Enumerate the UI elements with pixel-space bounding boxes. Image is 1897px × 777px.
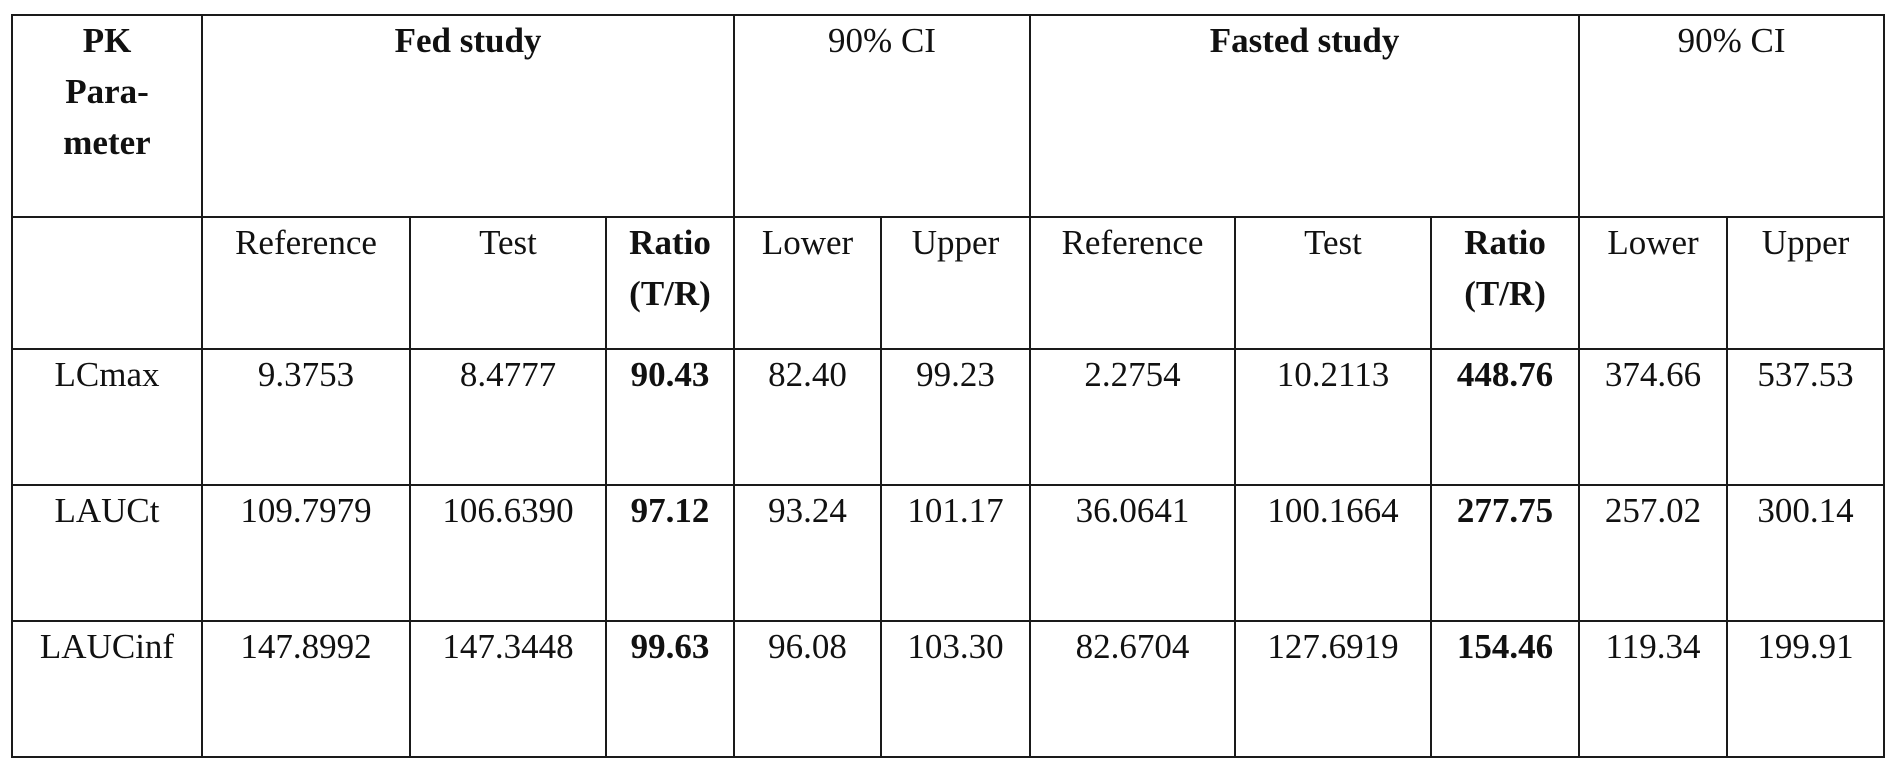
fed-reference-value: 9.3753 bbox=[202, 349, 410, 485]
pk-header-line-2: Para- bbox=[17, 67, 197, 118]
fasted-reference-value: 2.2754 bbox=[1030, 349, 1235, 485]
fasted-study-header: Fasted study bbox=[1030, 15, 1579, 217]
fasted-upper-header: Upper bbox=[1727, 217, 1884, 349]
fasted-ci-lower-value: 257.02 bbox=[1579, 485, 1727, 621]
fasted-ratio-value: 448.76 bbox=[1431, 349, 1579, 485]
fasted-ci-lower-value: 374.66 bbox=[1579, 349, 1727, 485]
row-parameter-name: LAUCinf bbox=[12, 621, 202, 757]
fed-ratio-header: Ratio (T/R) bbox=[606, 217, 734, 349]
fasted-ci-upper-value: 300.14 bbox=[1727, 485, 1884, 621]
fasted-ratio-header-line-1: Ratio bbox=[1436, 218, 1574, 269]
fasted-reference-header: Reference bbox=[1030, 217, 1235, 349]
fed-ci-lower-value: 93.24 bbox=[734, 485, 881, 621]
fed-lower-header: Lower bbox=[734, 217, 881, 349]
fed-reference-value: 147.8992 bbox=[202, 621, 410, 757]
fed-ratio-value: 97.12 bbox=[606, 485, 734, 621]
fed-ci-upper-value: 101.17 bbox=[881, 485, 1030, 621]
fasted-ratio-header-line-2: (T/R) bbox=[1436, 269, 1574, 320]
fasted-reference-value: 36.0641 bbox=[1030, 485, 1235, 621]
fasted-lower-header: Lower bbox=[1579, 217, 1727, 349]
fasted-test-header: Test bbox=[1235, 217, 1431, 349]
fed-study-header: Fed study bbox=[202, 15, 734, 217]
fasted-ci-header: 90% CI bbox=[1579, 15, 1884, 217]
sub-header-row: Reference Test Ratio (T/R) Lower Upper R… bbox=[12, 217, 1884, 349]
fed-ratio-header-line-2: (T/R) bbox=[611, 269, 729, 320]
row-parameter-name: LAUCt bbox=[12, 485, 202, 621]
fed-reference-value: 109.7979 bbox=[202, 485, 410, 621]
fed-ci-upper-value: 99.23 bbox=[881, 349, 1030, 485]
row-parameter-name: LCmax bbox=[12, 349, 202, 485]
fed-test-value: 8.4777 bbox=[410, 349, 606, 485]
fasted-test-value: 10.2113 bbox=[1235, 349, 1431, 485]
fasted-reference-value: 82.6704 bbox=[1030, 621, 1235, 757]
fed-ci-upper-value: 103.30 bbox=[881, 621, 1030, 757]
fed-ratio-value: 99.63 bbox=[606, 621, 734, 757]
fed-test-value: 106.6390 bbox=[410, 485, 606, 621]
fasted-ratio-value: 277.75 bbox=[1431, 485, 1579, 621]
fed-ci-header: 90% CI bbox=[734, 15, 1030, 217]
pk-parameter-header: PK Para- meter bbox=[12, 15, 202, 217]
fasted-test-value: 100.1664 bbox=[1235, 485, 1431, 621]
fasted-ci-upper-value: 537.53 bbox=[1727, 349, 1884, 485]
pk-header-line-3: meter bbox=[17, 118, 197, 169]
fed-reference-header: Reference bbox=[202, 217, 410, 349]
fasted-test-value: 127.6919 bbox=[1235, 621, 1431, 757]
fasted-ci-lower-value: 119.34 bbox=[1579, 621, 1727, 757]
table-row: LCmax 9.3753 8.4777 90.43 82.40 99.23 2.… bbox=[12, 349, 1884, 485]
fed-test-header: Test bbox=[410, 217, 606, 349]
fed-upper-header: Upper bbox=[881, 217, 1030, 349]
fasted-ci-upper-value: 199.91 bbox=[1727, 621, 1884, 757]
group-header-row: PK Para- meter Fed study 90% CI Fasted s… bbox=[12, 15, 1884, 217]
pk-header-line-1: PK bbox=[17, 16, 197, 67]
fed-ratio-value: 90.43 bbox=[606, 349, 734, 485]
fasted-ratio-value: 154.46 bbox=[1431, 621, 1579, 757]
pk-results-table: PK Para- meter Fed study 90% CI Fasted s… bbox=[11, 14, 1885, 758]
fed-ci-lower-value: 96.08 bbox=[734, 621, 881, 757]
fed-test-value: 147.3448 bbox=[410, 621, 606, 757]
table-row: LAUCt 109.7979 106.6390 97.12 93.24 101.… bbox=[12, 485, 1884, 621]
fed-ratio-header-line-1: Ratio bbox=[611, 218, 729, 269]
empty-corner-cell bbox=[12, 217, 202, 349]
fed-ci-lower-value: 82.40 bbox=[734, 349, 881, 485]
table-row: LAUCinf 147.8992 147.3448 99.63 96.08 10… bbox=[12, 621, 1884, 757]
fasted-ratio-header: Ratio (T/R) bbox=[1431, 217, 1579, 349]
